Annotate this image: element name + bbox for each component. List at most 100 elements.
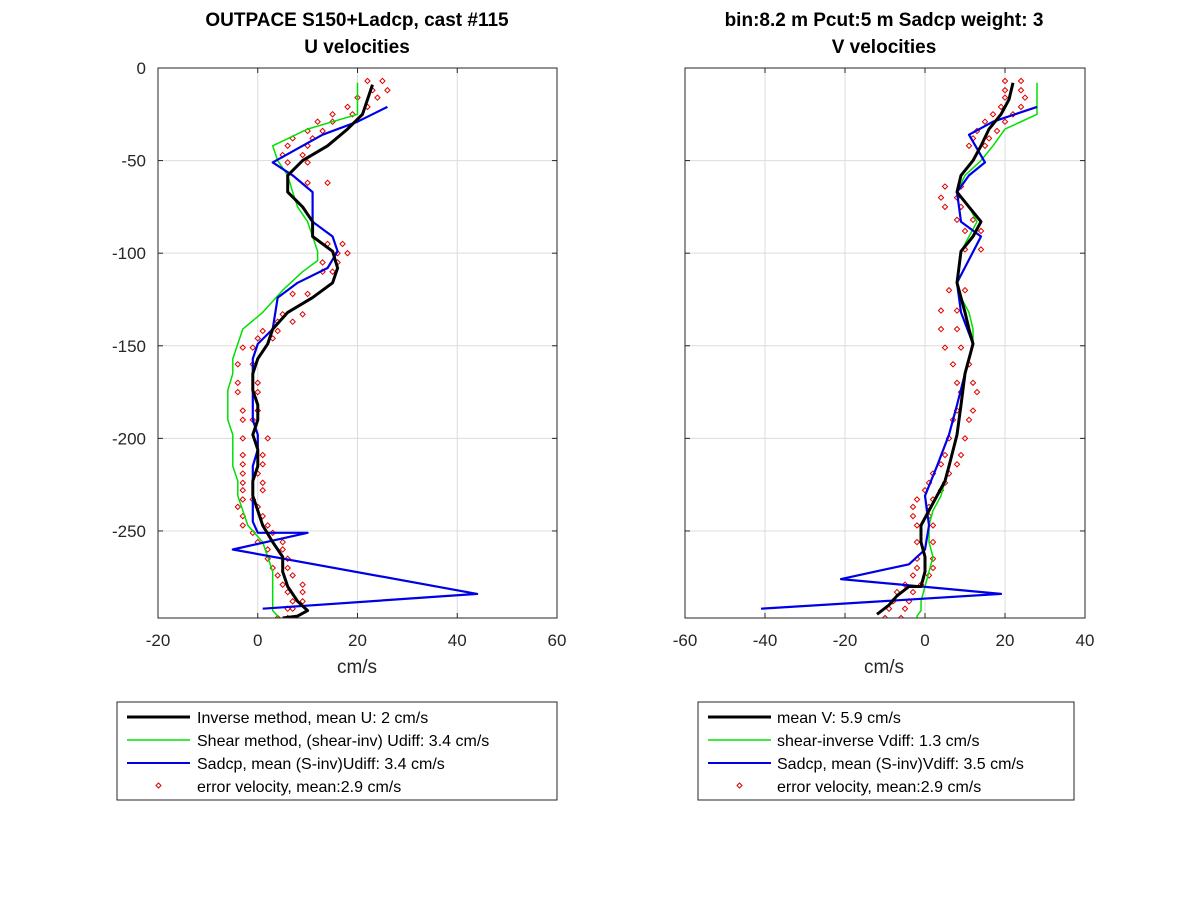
u-y-tick-label-4: -200 (112, 429, 146, 448)
v-chart-title: bin:8.2 m Pcut:5 m Sadcp weight: 3 (725, 10, 1044, 31)
v-x-tick-label-3: 0 (920, 631, 929, 650)
v-error-point (929, 538, 937, 546)
v-error-point (1021, 94, 1029, 101)
u-error-point (299, 310, 306, 318)
u-ticks: -20 0 20 40 600-50-100-150-200-250 (112, 59, 566, 650)
u-error-point (259, 486, 267, 494)
v-error-point (909, 572, 917, 579)
u-error-point (239, 522, 247, 529)
v-x-tick-label-5: 40 (1076, 631, 1095, 650)
u-x-tick-label-2: 20 (348, 631, 367, 650)
v-error-point (969, 379, 977, 387)
u-error-point (314, 118, 321, 126)
v-inverse-line (876, 82, 1015, 616)
u-error-point (239, 486, 247, 494)
v-ticks: -60 -40 -20 0 20 40 (673, 67, 1095, 650)
v-error-point (961, 227, 969, 235)
v-error-point (929, 564, 937, 572)
u-error-point (289, 290, 296, 298)
u-error-point (289, 572, 296, 579)
v-error-point (953, 379, 961, 387)
u-error-point (299, 598, 306, 605)
v-error-point (961, 435, 969, 442)
v-error-point (953, 460, 961, 468)
v-error-point (937, 460, 945, 468)
u-error-point (234, 360, 242, 368)
u-error-point (259, 479, 267, 487)
v-error-point (953, 325, 961, 333)
u-error-point (275, 623, 280, 628)
u-error-point (239, 460, 247, 468)
v-error-point (909, 588, 917, 596)
u-shear-line (227, 82, 359, 618)
u-x-axis-label: cm/s (337, 657, 377, 678)
u-error-point (259, 460, 267, 468)
v-legend-mean: mean V: 5.9 cm/s (777, 710, 901, 727)
u-legend-swatch-error (155, 782, 162, 789)
v-error-point (1017, 86, 1025, 94)
v-error-point (941, 344, 949, 351)
u-y-tick-label-0: 0 (137, 59, 146, 78)
v-legend-error: error velocity, mean:2.9 cm/s (777, 779, 981, 796)
u-error-point (239, 407, 247, 414)
v-error-point (953, 307, 961, 314)
v-error-point (913, 538, 921, 546)
u-error-point (329, 110, 336, 118)
u-error-point (289, 318, 296, 326)
v-legend: mean V: 5.9 cm/s shear-inverse Vdiff: 1.… (697, 701, 1075, 801)
u-error-point (234, 503, 242, 511)
u-error-point (239, 435, 247, 442)
v-plot-frame (684, 67, 1086, 619)
v-error-point (897, 614, 905, 618)
v-error-point (937, 194, 945, 201)
u-error-point (274, 572, 282, 579)
v-error-point (993, 127, 1001, 135)
v-legend-sadcp: Sadcp, mean (S-inv)Vdiff: 3.5 cm/s (777, 756, 1024, 773)
u-error-point (259, 327, 267, 335)
v-error-point (894, 623, 899, 628)
v-x-tick-label-1: -40 (753, 631, 778, 650)
v-error-point (929, 555, 937, 563)
u-legend-shear: Shear method, (shear-inv) Udiff: 3.4 cm/… (197, 733, 489, 750)
v-error-point (981, 142, 989, 150)
v-error-point (953, 216, 961, 224)
v-error-point (973, 388, 981, 396)
v-error-point (981, 118, 989, 126)
v-legend-shear: shear-inverse Vdiff: 1.3 cm/s (777, 733, 979, 750)
u-error-point (279, 538, 286, 546)
u-error-point (239, 344, 247, 351)
v-x-axis-label: cm/s (864, 657, 904, 678)
u-error-point (319, 127, 326, 135)
u-legend-error: error velocity, mean:2.9 cm/s (197, 779, 401, 796)
v-error-point (1001, 86, 1009, 94)
u-error-point (234, 379, 242, 387)
u-error-point (254, 379, 262, 387)
u-y-tick-label-2: -100 (112, 244, 146, 263)
v-legend-swatch-error (736, 782, 743, 789)
v-error-point (945, 286, 953, 294)
v-velocity-panel: bin:8.2 m Pcut:5 m Sadcp weight: 3 V vel… (673, 10, 1095, 801)
v-error-point (941, 203, 949, 211)
u-error-point (284, 564, 291, 572)
u-error-point (264, 522, 272, 529)
u-legend-sadcp: Sadcp, mean (S-inv)Udiff: 3.4 cm/s (197, 756, 445, 773)
v-error-point (941, 183, 949, 190)
v-x-tick-label-2: -20 (833, 631, 858, 650)
u-error-point (289, 605, 296, 613)
u-error-point (259, 512, 267, 520)
u-x-tick-label-4: 60 (548, 631, 567, 650)
u-error-point (239, 470, 247, 477)
v-error-point (977, 246, 985, 253)
u-error-point (299, 581, 306, 588)
v-error-point (881, 614, 889, 618)
u-error-point (239, 451, 247, 459)
v-error-point (969, 407, 977, 414)
v-x-tick-label-4: 20 (996, 631, 1015, 650)
v-error-point (913, 496, 921, 503)
u-error-point (344, 103, 351, 111)
v-error-point (1001, 94, 1009, 101)
u-error-point (384, 86, 391, 94)
v-error-point (1017, 77, 1025, 85)
v-error-point (1017, 103, 1025, 111)
u-velocity-panel: OUTPACE S150+Ladcp, cast #115 U velociti… (112, 10, 566, 801)
